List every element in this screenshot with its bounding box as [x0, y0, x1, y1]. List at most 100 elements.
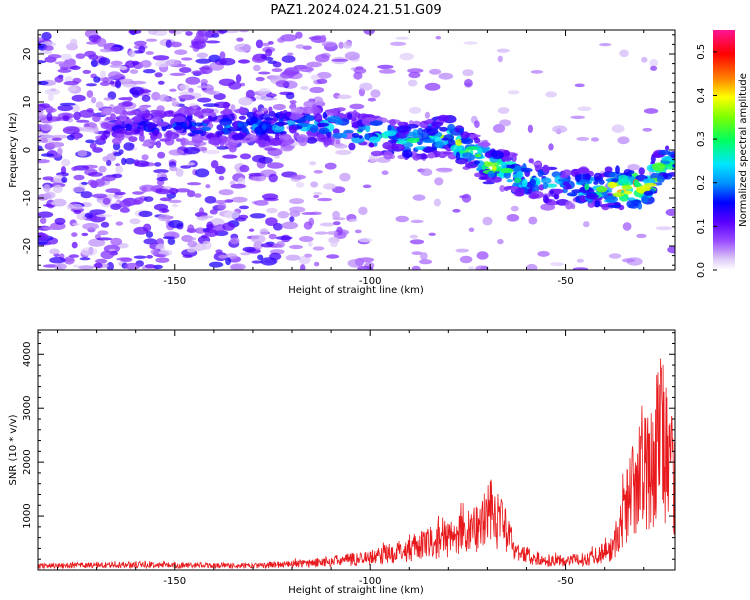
spectrogram-ridge-cell: [627, 197, 636, 201]
spectrogram-cell: [317, 197, 333, 202]
spectrogram-cell: [302, 45, 312, 50]
spectrogram-cell: [572, 267, 589, 270]
spectrogram-cell: [115, 221, 124, 226]
spectrogram-cell: [358, 237, 373, 243]
spectrogram-cell: [306, 61, 323, 68]
spectrogram-cell: [81, 181, 88, 185]
spectrogram-cell: [71, 232, 78, 238]
spectrogram-cell: [300, 264, 306, 270]
spectrogram-ridge-cell: [512, 173, 519, 179]
snr-y-tick-label: 3000: [22, 395, 33, 420]
snr-y-tick-label: 2000: [22, 449, 33, 474]
spectrogram-cell: [335, 149, 352, 155]
spectrogram-cell: [138, 210, 153, 218]
spectrogram-cell: [267, 41, 274, 45]
spectrogram-ridge-cell: [491, 176, 502, 183]
spectrogram-ridge-cell: [383, 150, 393, 160]
spectrogram-cell: [622, 222, 632, 231]
spectrogram-ridge-cell: [368, 136, 381, 143]
spectrogram-ridge-cell: [482, 181, 495, 185]
spectrogram-ridge-cell: [562, 181, 570, 186]
spectrogram-cell: [468, 227, 475, 233]
spectrogram-cell: [377, 64, 394, 69]
spectrogram-cell: [574, 83, 585, 88]
spectrogram-cell: [570, 176, 576, 181]
spectrogram-cell: [434, 177, 444, 186]
spectrogram-ridge-cell: [396, 125, 409, 133]
spectrogram-cell: [116, 257, 132, 261]
spectrogram-cell: [289, 216, 295, 223]
spectrogram-cell: [214, 165, 226, 175]
spectrogram-cell: [497, 107, 510, 114]
spectrogram-ridge-cell: [309, 125, 319, 133]
spectrogram-ridge-cell: [566, 192, 578, 197]
spectrogram-cell: [165, 39, 172, 48]
spectrogram-ridge-cell: [237, 121, 243, 128]
spectrogram-ridge-cell: [467, 134, 481, 138]
spectrogram-cell: [110, 203, 122, 210]
spectrogram-cell: [171, 101, 180, 107]
spectrogram-cell: [84, 50, 96, 58]
spectrogram-ridge-cell: [541, 177, 552, 184]
spectrogram-cell: [95, 258, 108, 264]
spectrogram-ridge-cell: [593, 172, 602, 180]
spectrogram-cell: [537, 250, 550, 257]
spectrogram-cell: [324, 162, 337, 170]
spectrogram-cell: [185, 76, 201, 85]
spectrogram-cell: [643, 108, 659, 114]
spectrogram-cell: [68, 254, 80, 258]
spectrogram-cell: [260, 243, 274, 248]
spectrogram-ridge-cell: [369, 120, 383, 126]
spectrogram-cell: [132, 90, 140, 98]
spectrogram-cell: [50, 201, 63, 206]
spectrogram-ridge-cell: [441, 137, 449, 141]
spectrogram-ridge-cell: [304, 115, 316, 121]
spectrogram-ridge-cell: [358, 135, 363, 139]
spectrogram-cell: [475, 265, 487, 270]
spectrogram-cell: [70, 38, 78, 46]
spectrogram-cell: [47, 94, 54, 102]
spectrogram-cell: [80, 247, 98, 256]
spectrogram-cell: [57, 104, 73, 112]
spectrogram-cell: [577, 106, 592, 111]
spectrogram-cell: [82, 222, 99, 230]
spectrogram-cell: [242, 246, 256, 252]
spectrogram-cell: [332, 217, 346, 221]
spectrogram-cell: [540, 203, 556, 211]
spectrogram-cell: [204, 229, 219, 238]
spectrogram-cell: [218, 189, 234, 196]
spectrogram-y-tick-label: -20: [22, 238, 33, 254]
spectrogram-cell: [259, 228, 269, 236]
spectrogram-cell: [71, 166, 78, 171]
spectrogram-ridge-cell: [477, 142, 491, 147]
spectrogram-cell: [285, 92, 295, 100]
spectrogram-cell: [295, 31, 303, 39]
spectrogram-ridge-cell: [503, 186, 510, 191]
spectrogram-cell: [124, 158, 136, 165]
spectrogram-ridge-cell: [387, 124, 392, 131]
spectrogram-cell: [331, 58, 349, 62]
spectrogram-ridge-cell: [421, 131, 430, 140]
spectrogram-ridge-cell: [670, 154, 675, 159]
spectrogram-cell: [389, 41, 407, 46]
spectrogram-ridge-cell: [180, 106, 185, 114]
spectrogram-ridge-cell: [257, 116, 264, 121]
spectrogram-cell: [102, 156, 109, 162]
spectrogram-cell: [47, 54, 62, 59]
spectrogram-cell: [99, 48, 113, 53]
spectrogram-cell: [133, 255, 147, 259]
spectrogram-cell: [407, 79, 418, 87]
spectrogram-ridge-cell: [487, 171, 495, 178]
spectrogram-cell: [100, 134, 108, 141]
spectrogram-ridge-cell: [537, 169, 544, 178]
spectrogram-ridge-cell: [130, 109, 138, 115]
spectrogram-cell: [277, 211, 290, 219]
spectrogram-cell: [497, 238, 504, 245]
spectrogram-cell: [320, 34, 327, 43]
spectrogram-cell: [97, 230, 109, 236]
spectrogram-ridge-cell: [491, 150, 504, 160]
spectrogram-ridge-cell: [110, 113, 116, 121]
spectrogram-cell: [411, 265, 421, 270]
spectrogram-cell: [49, 248, 60, 255]
spectrogram-cell: [52, 184, 63, 194]
